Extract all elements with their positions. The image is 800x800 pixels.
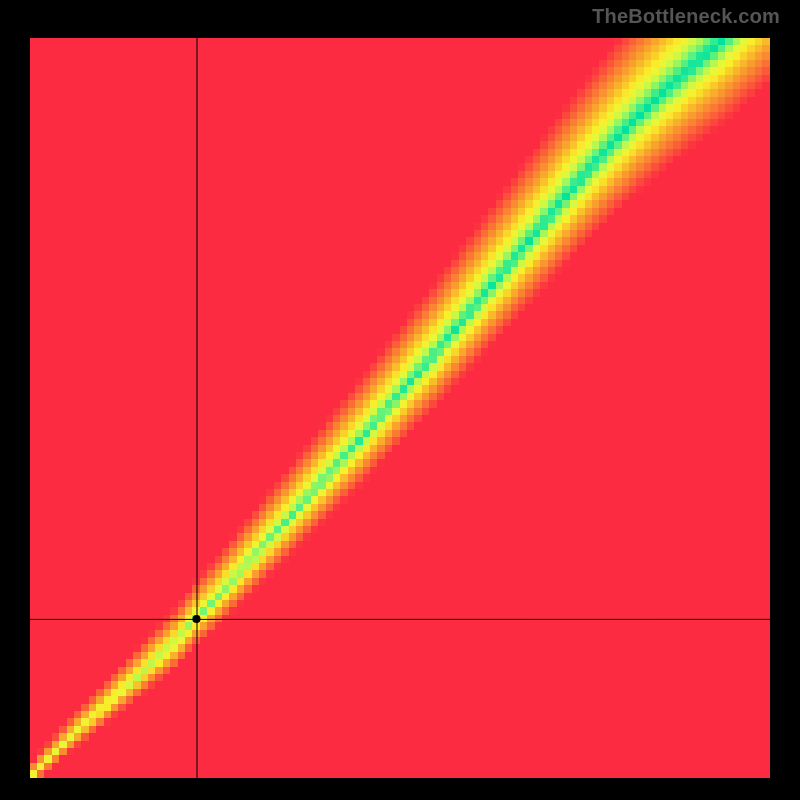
bottleneck-heatmap [30,38,770,778]
watermark-text: TheBottleneck.com [592,6,780,29]
chart-container: TheBottleneck.com [0,0,800,800]
